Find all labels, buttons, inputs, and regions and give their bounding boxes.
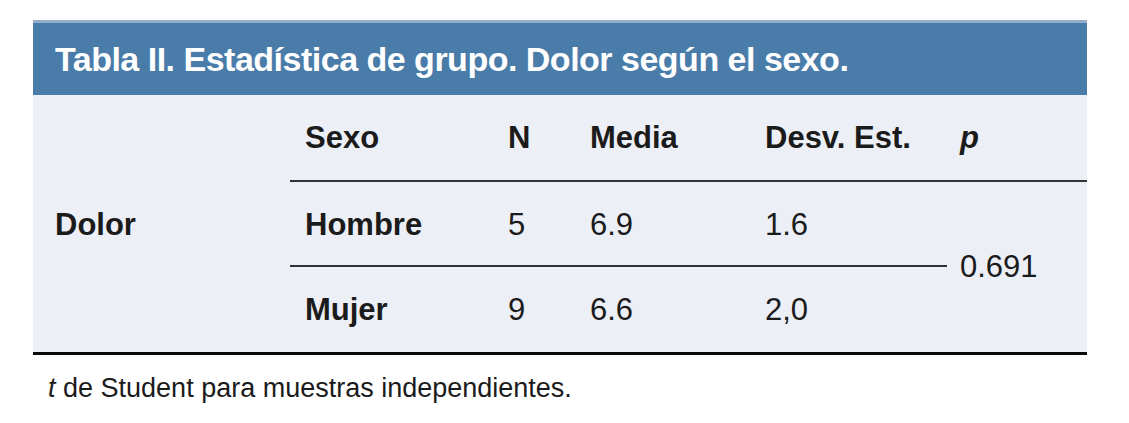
- column-header-n: N: [508, 122, 530, 153]
- footnote-text: de Student para muestras independientes.: [56, 373, 572, 403]
- table-row-cell-n: 5: [508, 209, 525, 240]
- table-figure: Tabla II. Estadística de grupo. Dolor se…: [0, 0, 1129, 423]
- table-footnote: t de Student para muestras independiente…: [48, 373, 572, 404]
- table-title-bar: Tabla II. Estadística de grupo. Dolor se…: [33, 20, 1087, 95]
- row-divider-rule: [290, 265, 947, 267]
- table-row-cell-n: 9: [508, 294, 525, 325]
- row-group-label-dolor: Dolor: [55, 209, 136, 240]
- table-bottom-rule: [33, 352, 1087, 355]
- table-row-cell-sexo: Mujer: [305, 294, 388, 325]
- column-header-desv-est: Desv. Est.: [765, 122, 911, 153]
- column-header-sexo: Sexo: [305, 122, 379, 153]
- p-value-cell: 0.691: [960, 251, 1038, 282]
- header-rule: [290, 180, 1087, 182]
- column-header-media: Media: [590, 122, 678, 153]
- table-row-cell-sexo: Hombre: [305, 209, 422, 240]
- footnote-statistic-symbol: t: [48, 373, 56, 403]
- column-header-p: p: [960, 122, 979, 153]
- table-body-background: [33, 95, 1087, 353]
- table-row-cell-media: 6.9: [590, 209, 633, 240]
- table-row-cell-desv: 1.6: [765, 209, 808, 240]
- table-title: Tabla II. Estadística de grupo. Dolor se…: [55, 40, 848, 79]
- table-row-cell-media: 6.6: [590, 294, 633, 325]
- table-row-cell-desv: 2,0: [765, 294, 808, 325]
